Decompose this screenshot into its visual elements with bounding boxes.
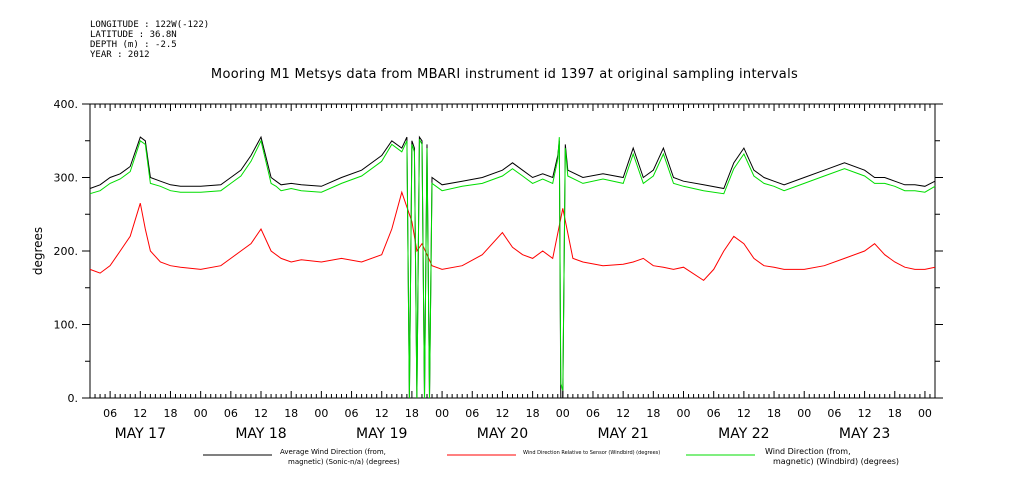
x-tick-label: 18 bbox=[767, 407, 781, 420]
x-tick-label: 18 bbox=[163, 407, 177, 420]
year-label: YEAR : 2012 bbox=[90, 50, 150, 60]
depth-label: DEPTH (m) : -2.5 bbox=[90, 40, 177, 50]
x-day-label: MAY 19 bbox=[356, 426, 407, 442]
metadata-block: LONGITUDE : 122W(-122) LATITUDE : 36.8N … bbox=[90, 20, 209, 60]
y-tick-label: 100. bbox=[54, 319, 79, 332]
series-line bbox=[89, 190, 936, 282]
x-tick-label: 00 bbox=[435, 407, 449, 420]
longitude-label: LONGITUDE : 122W(-122) bbox=[90, 20, 210, 30]
x-tick-label: 00 bbox=[556, 407, 570, 420]
legend-label-line2: magnetic) (Sonic-n/a) (degrees) bbox=[288, 458, 400, 466]
x-tick-label: 06 bbox=[465, 407, 479, 420]
chart-title: Mooring M1 Metsys data from MBARI instru… bbox=[210, 67, 799, 82]
x-tick-label: 12 bbox=[616, 407, 630, 420]
x-tick-label: 12 bbox=[133, 407, 147, 420]
x-tick-label: 12 bbox=[495, 407, 509, 420]
x-tick-label: 12 bbox=[254, 407, 268, 420]
x-day-label: MAY 22 bbox=[718, 426, 769, 442]
legend-label-line1: Average Wind Direction (from, bbox=[280, 448, 386, 456]
x-tick-label: 18 bbox=[284, 407, 298, 420]
x-tick-label: 00 bbox=[918, 407, 932, 420]
x-tick-label: 00 bbox=[797, 407, 811, 420]
x-tick-label: 18 bbox=[888, 407, 902, 420]
x-tick-label: 06 bbox=[103, 407, 117, 420]
y-tick-label: 0. bbox=[68, 392, 79, 405]
x-tick-label: 06 bbox=[586, 407, 600, 420]
y-tick-label: 300. bbox=[54, 172, 79, 185]
x-tick-label: 18 bbox=[646, 407, 660, 420]
series-line bbox=[89, 135, 936, 399]
y-axis-label: degrees bbox=[31, 227, 45, 275]
x-day-label: MAY 18 bbox=[235, 426, 286, 442]
plot-frame bbox=[89, 103, 936, 399]
x-tick-label: 12 bbox=[375, 407, 389, 420]
x-tick-label: 06 bbox=[707, 407, 721, 420]
x-day-label: MAY 23 bbox=[839, 426, 890, 442]
x-tick-label: 06 bbox=[827, 407, 841, 420]
x-tick-label: 12 bbox=[737, 407, 751, 420]
series-line bbox=[89, 137, 936, 399]
x-day-label: MAY 21 bbox=[597, 426, 648, 442]
x-tick-label: 00 bbox=[314, 407, 328, 420]
legend-label-line1: Wind Direction (from, bbox=[765, 447, 851, 456]
x-day-label: MAY 17 bbox=[115, 426, 166, 442]
latitude-label: LATITUDE : 36.8N bbox=[90, 30, 177, 40]
y-tick-label: 200. bbox=[54, 245, 79, 258]
x-tick-label: 06 bbox=[345, 407, 359, 420]
y-tick-label: 400. bbox=[54, 98, 79, 111]
legend-label-line2: magnetic) (Windbird) (degrees) bbox=[773, 457, 899, 466]
x-tick-label: 06 bbox=[224, 407, 238, 420]
x-day-label: MAY 20 bbox=[477, 426, 528, 442]
x-tick-label: 12 bbox=[858, 407, 872, 420]
x-tick-label: 18 bbox=[526, 407, 540, 420]
x-tick-label: 18 bbox=[405, 407, 419, 420]
x-tick-label: 00 bbox=[677, 407, 691, 420]
legend-label-line1: Wind Direction Relative to Sensor (Windb… bbox=[523, 450, 660, 456]
x-tick-label: 00 bbox=[194, 407, 208, 420]
